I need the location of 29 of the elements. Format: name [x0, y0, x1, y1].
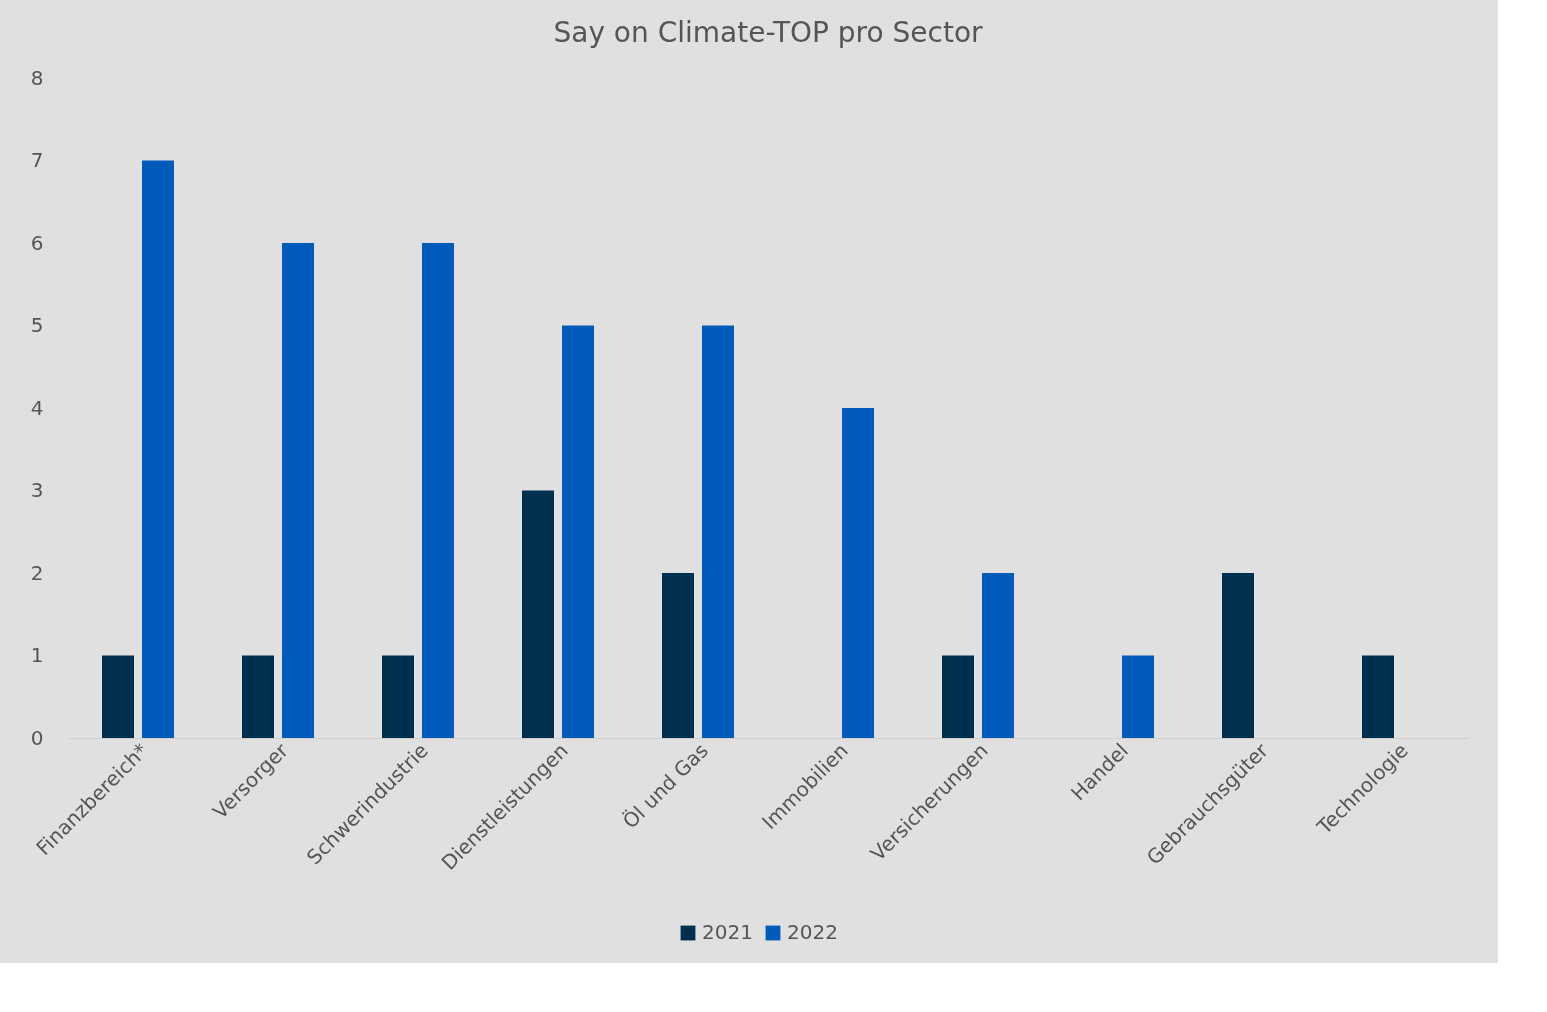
bar	[1222, 573, 1254, 738]
bar	[522, 490, 554, 738]
bar	[662, 573, 694, 738]
bar	[942, 655, 974, 738]
bar	[1122, 655, 1154, 738]
bar	[102, 655, 134, 738]
bar	[702, 325, 734, 738]
y-tick-label: 3	[30, 478, 44, 502]
bar	[242, 655, 274, 738]
bar	[282, 243, 314, 738]
y-tick-label: 1	[30, 643, 44, 667]
y-tick-label: 7	[30, 148, 44, 172]
bar	[842, 408, 874, 738]
bar	[562, 325, 594, 738]
y-tick-label: 5	[30, 313, 44, 337]
bar	[142, 160, 174, 738]
y-tick-label: 4	[30, 395, 44, 420]
legend-label: 2022	[787, 920, 838, 944]
bar	[382, 655, 414, 738]
bar	[422, 243, 454, 738]
y-tick-label: 0	[30, 725, 44, 750]
chart-title: Say on Climate-TOP pro Sector	[553, 16, 984, 49]
bar	[1362, 655, 1394, 738]
y-tick-label: 2	[30, 560, 44, 585]
bar	[982, 573, 1014, 738]
x-tick-label: Öl und Gas	[617, 738, 713, 834]
y-tick-label: 8	[30, 65, 44, 90]
y-tick-label: 6	[30, 230, 44, 255]
legend-label: 2021	[702, 920, 753, 944]
